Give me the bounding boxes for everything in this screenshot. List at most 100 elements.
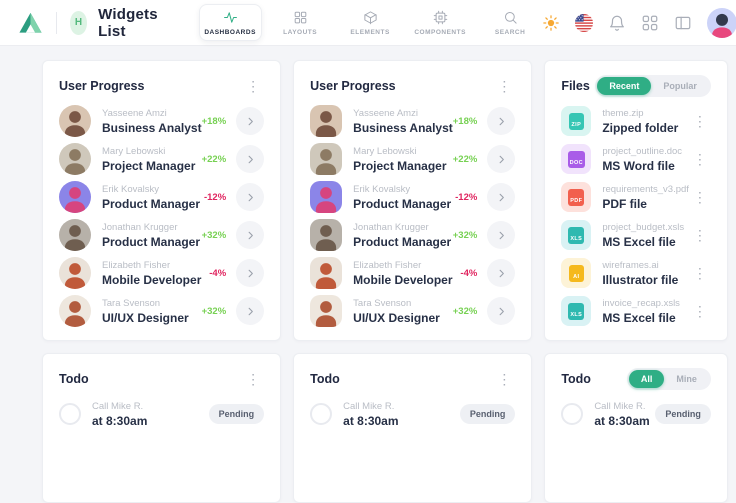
file-row: XLS project_budget.xsls MS Excel file ⋮ — [561, 219, 711, 251]
card-title: User Progress — [59, 79, 145, 93]
nav-label: DASHBOARDS — [204, 29, 256, 36]
todo-checkbox[interactable] — [310, 403, 333, 425]
user-name: Elizabeth Fisher — [353, 259, 422, 271]
todo-checkbox[interactable] — [561, 403, 584, 425]
user-name: Erik Kovalsky — [353, 183, 411, 195]
todo-checkbox[interactable] — [59, 403, 81, 425]
file-type: MS Excel file — [602, 234, 676, 249]
user-change: -12% — [203, 191, 227, 203]
file-row: PDF requirements_v3.pdf PDF file ⋮ — [561, 181, 711, 213]
nav-elements[interactable]: ELEMENTS — [339, 4, 402, 41]
user-role: Project Manager — [353, 158, 447, 173]
todo-time: at 8:30am — [343, 413, 399, 428]
nav-dashboards[interactable]: DASHBOARDS — [198, 4, 262, 41]
sun-icon[interactable] — [542, 14, 560, 32]
kebab-menu-icon[interactable]: ⋮ — [242, 78, 264, 94]
chevron-right-button[interactable] — [487, 145, 516, 173]
chevron-right-icon — [248, 193, 253, 201]
todo-task: Call Mike R. — [343, 400, 395, 412]
brand: H Widgets List — [18, 6, 165, 40]
chevron-right-button[interactable] — [236, 145, 265, 173]
user-row: Elizabeth Fisher Mobile Developer -4% — [310, 257, 516, 289]
file-row: ZIP theme.zip Zipped folder ⋮ — [561, 105, 711, 137]
chevron-right-button[interactable] — [236, 221, 265, 249]
kebab-menu-icon[interactable]: ⋮ — [689, 113, 711, 129]
chevron-right-icon — [499, 269, 504, 277]
user-role: UI/UX Designer — [353, 310, 440, 325]
file-ext-label: DOC — [567, 150, 586, 168]
kebab-menu-icon[interactable]: ⋮ — [493, 371, 515, 387]
topbar: H Widgets List DASHBOARDS LAYOUTS ELEMEN… — [0, 0, 736, 46]
file-type: Illustrator file — [602, 272, 679, 287]
box-icon — [363, 11, 377, 25]
kebab-menu-icon[interactable]: ⋮ — [242, 371, 264, 387]
kebab-menu-icon[interactable]: ⋮ — [689, 303, 711, 319]
us-flag-icon[interactable] — [574, 13, 593, 32]
nav-components[interactable]: COMPONENTS — [409, 4, 472, 41]
card-title: Files — [561, 79, 590, 93]
user-change: +32% — [452, 305, 478, 317]
chevron-right-button[interactable] — [487, 297, 516, 325]
chevron-right-button[interactable] — [487, 259, 516, 287]
file-type: PDF file — [602, 196, 647, 211]
chevron-right-button[interactable] — [487, 221, 516, 249]
user-row: Jonathan Krugger Product Manager +32% — [310, 219, 516, 251]
nav-search[interactable]: SEARCH — [479, 4, 542, 41]
app-logo[interactable] — [18, 10, 43, 35]
status-badge: Pending — [459, 404, 516, 424]
todo-task: Call Mike R. — [92, 400, 144, 412]
person-silhouette-icon — [64, 149, 86, 175]
todo-task: Call Mike R. — [594, 400, 646, 412]
apps-grid-icon[interactable] — [641, 14, 659, 32]
kebab-menu-icon[interactable]: ⋮ — [689, 151, 711, 167]
chevron-right-button[interactable] — [487, 107, 516, 135]
todo-time: at 8:30am — [92, 413, 148, 428]
user-name: Jonathan Krugger — [353, 221, 429, 233]
tab-all[interactable]: All — [628, 370, 665, 388]
user-row: Erik Kovalsky Product Manager -12% — [310, 181, 516, 213]
chevron-right-button[interactable] — [236, 107, 265, 135]
user-avatar[interactable] — [706, 7, 736, 38]
user-name: Erik Kovalsky — [102, 183, 160, 195]
file-ext-label: XLS — [568, 226, 585, 244]
chevron-right-button[interactable] — [487, 183, 516, 211]
user-role: Business Analyst — [353, 120, 453, 135]
cpu-icon — [433, 10, 447, 25]
tab-recent[interactable]: Recent — [597, 77, 652, 95]
card-title: User Progress — [310, 79, 396, 93]
user-name: Mary Lebowski — [353, 145, 417, 157]
person-silhouette-icon — [316, 149, 337, 175]
nav-label: LAYOUTS — [283, 29, 318, 36]
bell-icon[interactable] — [608, 14, 626, 32]
todo-card-2: Todo ⋮ Call Mike R. at 8:30am Pending — [293, 353, 533, 503]
todo-row: Call Mike R. at 8:30am Pending — [561, 398, 711, 430]
user-name: Elizabeth Fisher — [102, 259, 171, 271]
user-progress-card-1: User Progress ⋮ Yasseene Amzi Business A… — [42, 60, 282, 341]
sidebar-layout-icon[interactable] — [674, 14, 692, 32]
user-role: Product Manager — [102, 234, 201, 249]
kebab-menu-icon[interactable]: ⋮ — [689, 265, 711, 281]
chevron-right-icon — [499, 155, 504, 163]
tab-popular[interactable]: Popular — [651, 77, 709, 95]
user-row: Yasseene Amzi Business Analyst +18% — [59, 105, 265, 137]
kebab-menu-icon[interactable]: ⋮ — [689, 189, 711, 205]
tab-mine[interactable]: Mine — [664, 370, 709, 388]
avatar — [310, 105, 343, 137]
user-row: Mary Lebowski Project Manager +22% — [310, 143, 516, 175]
card-title: Todo — [310, 372, 340, 386]
chevron-right-button[interactable] — [236, 297, 265, 325]
kebab-menu-icon[interactable]: ⋮ — [493, 78, 515, 94]
nav-layouts[interactable]: LAYOUTS — [269, 4, 332, 41]
chevron-right-button[interactable] — [236, 183, 265, 211]
person-silhouette-icon — [64, 263, 86, 289]
chevron-right-icon — [248, 155, 253, 163]
user-change: +22% — [452, 153, 478, 165]
chevron-right-button[interactable] — [236, 259, 265, 287]
nav-label: ELEMENTS — [350, 29, 390, 36]
user-role: Project Manager — [102, 158, 196, 173]
user-row: Tara Svenson UI/UX Designer +32% — [59, 295, 265, 327]
card-title: Todo — [561, 372, 591, 386]
todo-card-3: Todo All Mine Call Mike R. at 8:30am Pen… — [544, 353, 728, 503]
user-role: Product Manager — [353, 196, 452, 211]
kebab-menu-icon[interactable]: ⋮ — [689, 227, 711, 243]
